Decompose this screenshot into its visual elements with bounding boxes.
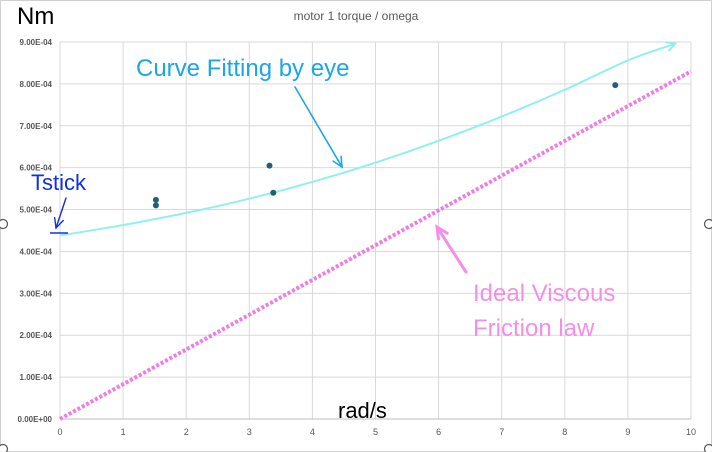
data-point	[270, 189, 277, 196]
x-tick-label: 8	[562, 427, 567, 437]
y-tick-label: 0.00E+00	[18, 415, 53, 424]
chart-title: motor 1 torque / omega	[293, 9, 419, 23]
y-tick-label: 7.00E-04	[20, 122, 53, 131]
curve-fit-annotation: Curve Fitting by eye	[136, 55, 350, 82]
data-point	[612, 82, 619, 89]
x-tick-label: 7	[499, 427, 504, 437]
x-tick-label: 1	[121, 427, 126, 437]
curve-fit-arrow	[294, 86, 343, 168]
x-axis-label: rad/s	[338, 398, 387, 423]
x-tick-label: 2	[184, 427, 189, 437]
viscous-arrow	[435, 225, 468, 274]
tstick-annotation: Tstick	[31, 170, 86, 195]
x-tick-label: 9	[625, 427, 630, 437]
x-tick-label: 10	[686, 427, 696, 437]
x-tick-label: 6	[436, 427, 441, 437]
selection-handles[interactable]	[0, 218, 712, 452]
y-tick-label: 3.00E-04	[20, 289, 53, 298]
y-tick-label: 9.00E-04	[20, 38, 53, 47]
resize-handle[interactable]	[0, 218, 9, 230]
x-tick-label: 4	[310, 427, 315, 437]
resize-handle[interactable]	[0, 443, 9, 452]
viscous-arrow-head	[435, 224, 449, 241]
grid	[59, 41, 692, 420]
viscous-annotation-line2: Friction law	[473, 315, 595, 342]
curve-fit-arrow-head	[332, 155, 343, 169]
tstick-arrow-head	[53, 216, 64, 230]
y-tick-label: 8.00E-04	[20, 80, 53, 89]
data-point	[152, 196, 159, 203]
annotation-arrows	[50, 86, 468, 274]
viscous-annotation-line1: Ideal Viscous	[473, 280, 616, 307]
y-tick-label: 6.00E-04	[20, 164, 53, 173]
fitted-curve-arrowhead	[665, 41, 678, 52]
series	[59, 41, 692, 421]
resize-handle[interactable]	[703, 218, 712, 230]
tick-labels: 0.00E+00 1.00E-04 2.00E-04 3.00E-04 4.00E-04…	[18, 38, 696, 437]
x-tick-label: 3	[247, 427, 252, 437]
tstick-arrow	[55, 197, 67, 229]
data-point	[266, 162, 273, 169]
viscous-friction-line	[59, 69, 692, 421]
y-tick-label: 1.00E-04	[20, 373, 53, 382]
x-tick-label: 0	[57, 427, 62, 437]
y-tick-label: 5.00E-04	[20, 206, 53, 215]
y-tick-label: 4.00E-04	[20, 247, 53, 256]
y-tick-label: 2.00E-04	[20, 331, 53, 340]
y-axis-label: Nm	[17, 3, 55, 30]
fitted-curve	[59, 42, 676, 237]
data-point	[152, 202, 159, 209]
x-tick-label: 5	[373, 427, 378, 437]
resize-handle[interactable]	[703, 443, 712, 452]
